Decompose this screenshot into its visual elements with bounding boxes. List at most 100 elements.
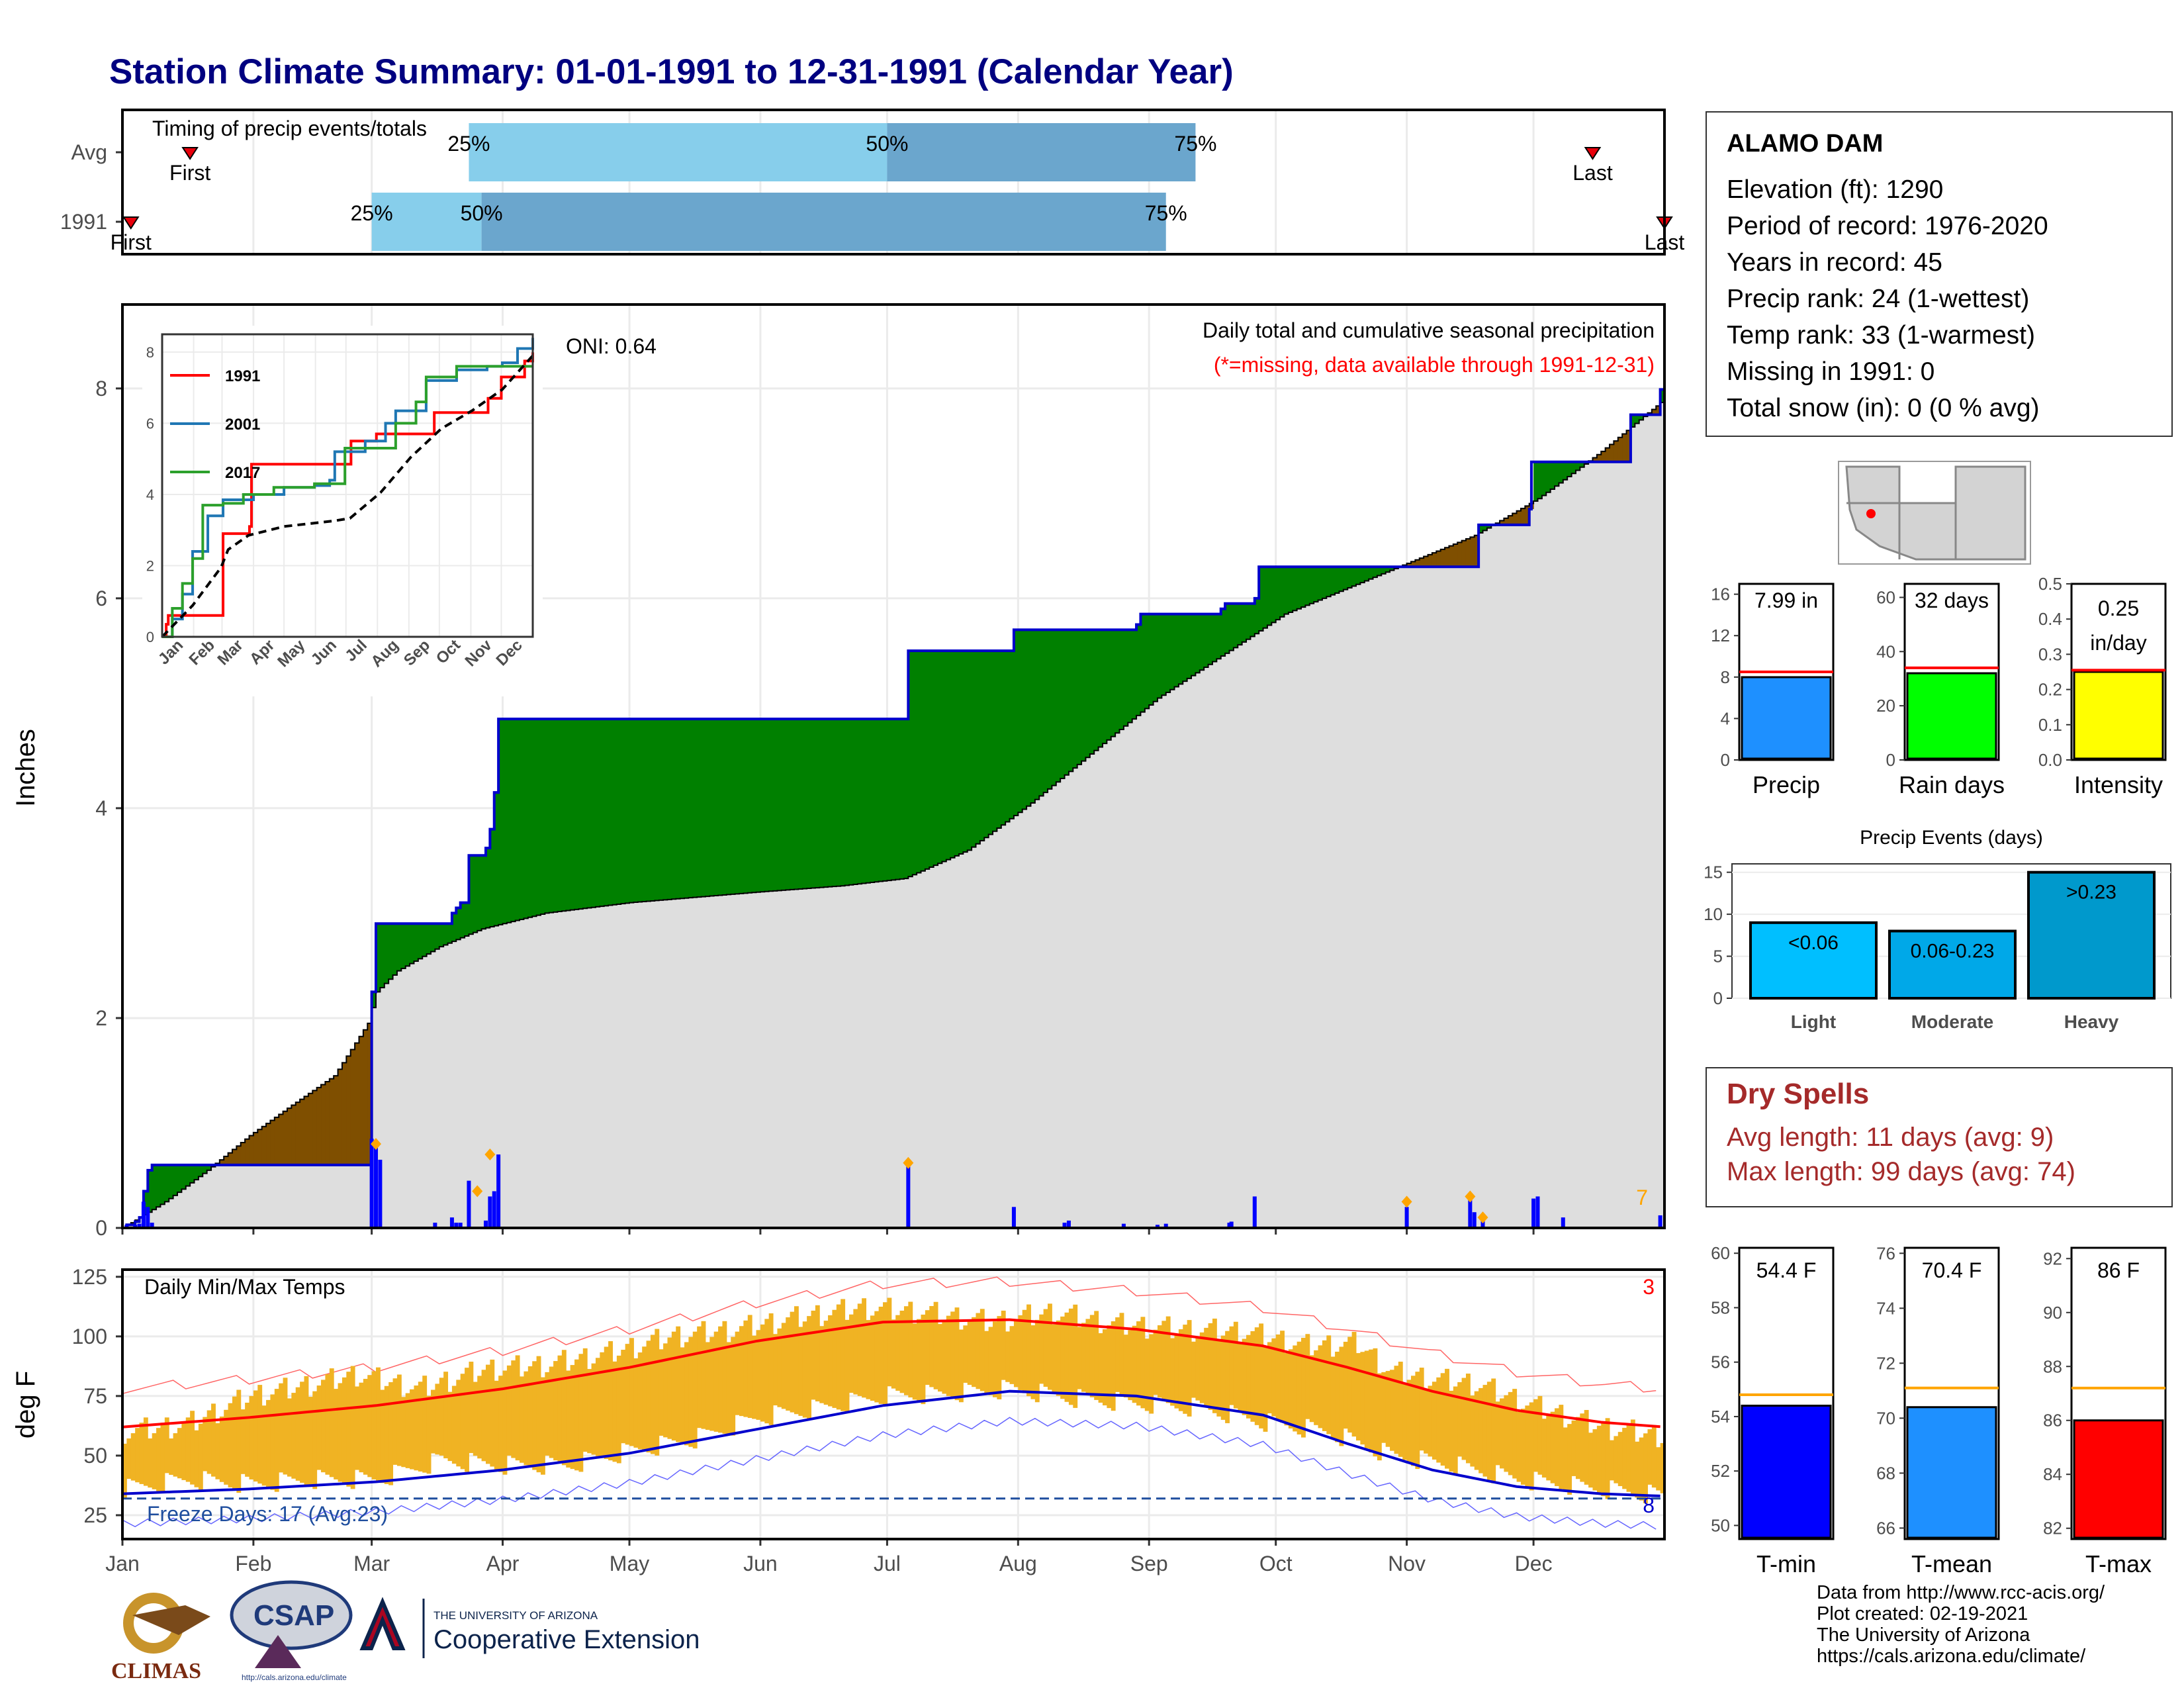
daily-temp-range-bar: [401, 1397, 406, 1468]
station-period: Period of record: 1976-2020: [1727, 212, 2048, 240]
above-normal-ribbon: [465, 902, 470, 936]
observed-cumulative-line: [122, 388, 1664, 1229]
below-normal-ribbon: [341, 1062, 347, 1165]
normal-max-line: [122, 1318, 1661, 1429]
daily-temp-range-bar: [988, 1327, 993, 1395]
above-normal-ribbon: [1183, 614, 1188, 682]
precip-panel: Daily total and cumulative seasonal prec…: [11, 303, 1666, 1240]
above-normal-ribbon: [1254, 598, 1259, 634]
daily-temp-range-bar: [1225, 1331, 1230, 1423]
corner-hot-count: 3: [1643, 1275, 1655, 1299]
daily-precip-bar: [1066, 1220, 1071, 1228]
below-normal-ribbon: [1617, 437, 1623, 462]
daily-temp-range-bar: [1174, 1333, 1179, 1409]
timing-p75-label: 75%: [1174, 132, 1216, 156]
daily-temp-range-bar: [1263, 1346, 1268, 1432]
daily-temp-range-bar: [633, 1358, 639, 1448]
below-normal-ribbon: [1410, 561, 1416, 567]
daily-temp-range-bar: [1381, 1372, 1387, 1443]
daily-temp-range-bar: [506, 1365, 512, 1456]
above-normal-ribbon: [633, 719, 639, 903]
daily-temp-range-bar: [173, 1433, 178, 1477]
above-normal-ribbon: [1026, 630, 1032, 806]
station-elevation: Elevation (ft): 1290: [1727, 175, 1944, 204]
temp-panel: Daily Min/Max Temps Freeze Days: 17 (Avg:…: [11, 1265, 1666, 1575]
above-normal-ribbon: [1571, 461, 1576, 474]
daily-temp-range-bar: [1465, 1374, 1471, 1464]
below-normal-ribbon: [1605, 447, 1610, 462]
above-normal-ribbon: [1284, 567, 1289, 614]
daily-temp-range-bar: [435, 1383, 440, 1455]
daily-temp-range-bar: [1026, 1304, 1031, 1397]
below-normal-ribbon: [236, 1146, 242, 1165]
daily-temp-range-bar: [1630, 1419, 1635, 1495]
timing-row-label: 1991: [60, 210, 107, 234]
above-normal-ribbon: [997, 651, 1002, 829]
above-normal-ribbon: [832, 719, 837, 887]
above-normal-ribbon: [625, 719, 630, 904]
above-normal-ribbon: [160, 1164, 165, 1205]
below-normal-ribbon: [316, 1087, 322, 1165]
daily-temp-range-bar: [1500, 1398, 1504, 1469]
daily-temp-range-bar: [1643, 1433, 1648, 1503]
below-normal-ribbon: [1626, 430, 1631, 462]
above-normal-ribbon: [1486, 524, 1492, 528]
daily-temp-range-bar: [1229, 1326, 1234, 1405]
daily-temp-range-bar: [405, 1393, 410, 1468]
daily-temp-range-bar: [735, 1331, 740, 1415]
daily-temp-range-bar: [862, 1298, 867, 1398]
daily-temp-range-bar: [1246, 1335, 1251, 1419]
daily-temp-range-bar: [1089, 1315, 1095, 1397]
daily-temp-range-bar: [1301, 1338, 1306, 1438]
above-normal-ribbon: [1293, 567, 1298, 611]
daily-temp-range-bar: [908, 1301, 913, 1398]
precip-y-tick-label: 6: [95, 586, 107, 610]
above-normal-ribbon: [807, 719, 812, 889]
daily-temp-range-bar: [1297, 1341, 1302, 1435]
daily-temp-range-bar: [228, 1403, 233, 1487]
daily-temp-range-bar: [954, 1307, 960, 1401]
above-normal-ribbon: [376, 923, 381, 992]
above-normal-ribbon: [794, 719, 799, 890]
t-mean-y-tick-label: 76: [1876, 1243, 1895, 1263]
daily-temp-range-bar: [933, 1301, 938, 1389]
below-normal-ribbon: [232, 1149, 237, 1165]
daily-temp-range-bar: [1339, 1346, 1344, 1446]
below-normal-ribbon: [1406, 563, 1412, 567]
above-normal-ribbon: [527, 719, 533, 917]
daily-temp-range-bar: [578, 1354, 584, 1472]
daily-temp-range-bar: [747, 1315, 752, 1419]
daily-temp-range-bar: [1048, 1303, 1052, 1390]
daily-temp-range-bar: [663, 1343, 668, 1438]
daily-temp-range-bar: [1216, 1340, 1222, 1417]
above-normal-ribbon: [841, 719, 846, 886]
daily-temp-range-bar: [1436, 1377, 1441, 1463]
daily-temp-range-bar: [1639, 1437, 1644, 1501]
above-normal-ribbon: [1479, 524, 1484, 534]
below-normal-ribbon: [240, 1142, 246, 1165]
daily-temp-range-bar: [1064, 1312, 1069, 1402]
above-normal-ribbon: [1165, 614, 1171, 693]
daily-temp-range-bar: [1588, 1432, 1593, 1488]
inset-legend-label: 1991: [225, 367, 260, 385]
credit-university: The University of Arizona: [1817, 1624, 2030, 1646]
above-normal-ribbon: [1246, 603, 1251, 639]
daily-temp-range-bar: [219, 1416, 224, 1482]
below-normal-ribbon: [300, 1099, 305, 1165]
above-normal-ribbon: [545, 719, 550, 914]
normal-cumulative-area: [122, 399, 1664, 1229]
month-tick-label: Nov: [1388, 1552, 1426, 1575]
temp-panel-title: Daily Min/Max Temps: [144, 1275, 345, 1299]
daily-temp-range-bar: [582, 1348, 588, 1452]
precip-total-y-tick-label: 4: [1721, 708, 1730, 728]
above-normal-ribbon: [701, 719, 706, 897]
timing-first-label: First: [111, 230, 152, 254]
daily-temp-range-bar: [549, 1366, 554, 1458]
daily-temp-range-bar: [371, 1371, 377, 1479]
below-normal-ribbon: [295, 1102, 300, 1165]
below-normal-ribbon: [1428, 554, 1433, 567]
daily-temp-range-bar: [169, 1438, 174, 1475]
daily-temp-range-bar: [1356, 1353, 1361, 1441]
below-normal-ribbon: [334, 1076, 339, 1165]
